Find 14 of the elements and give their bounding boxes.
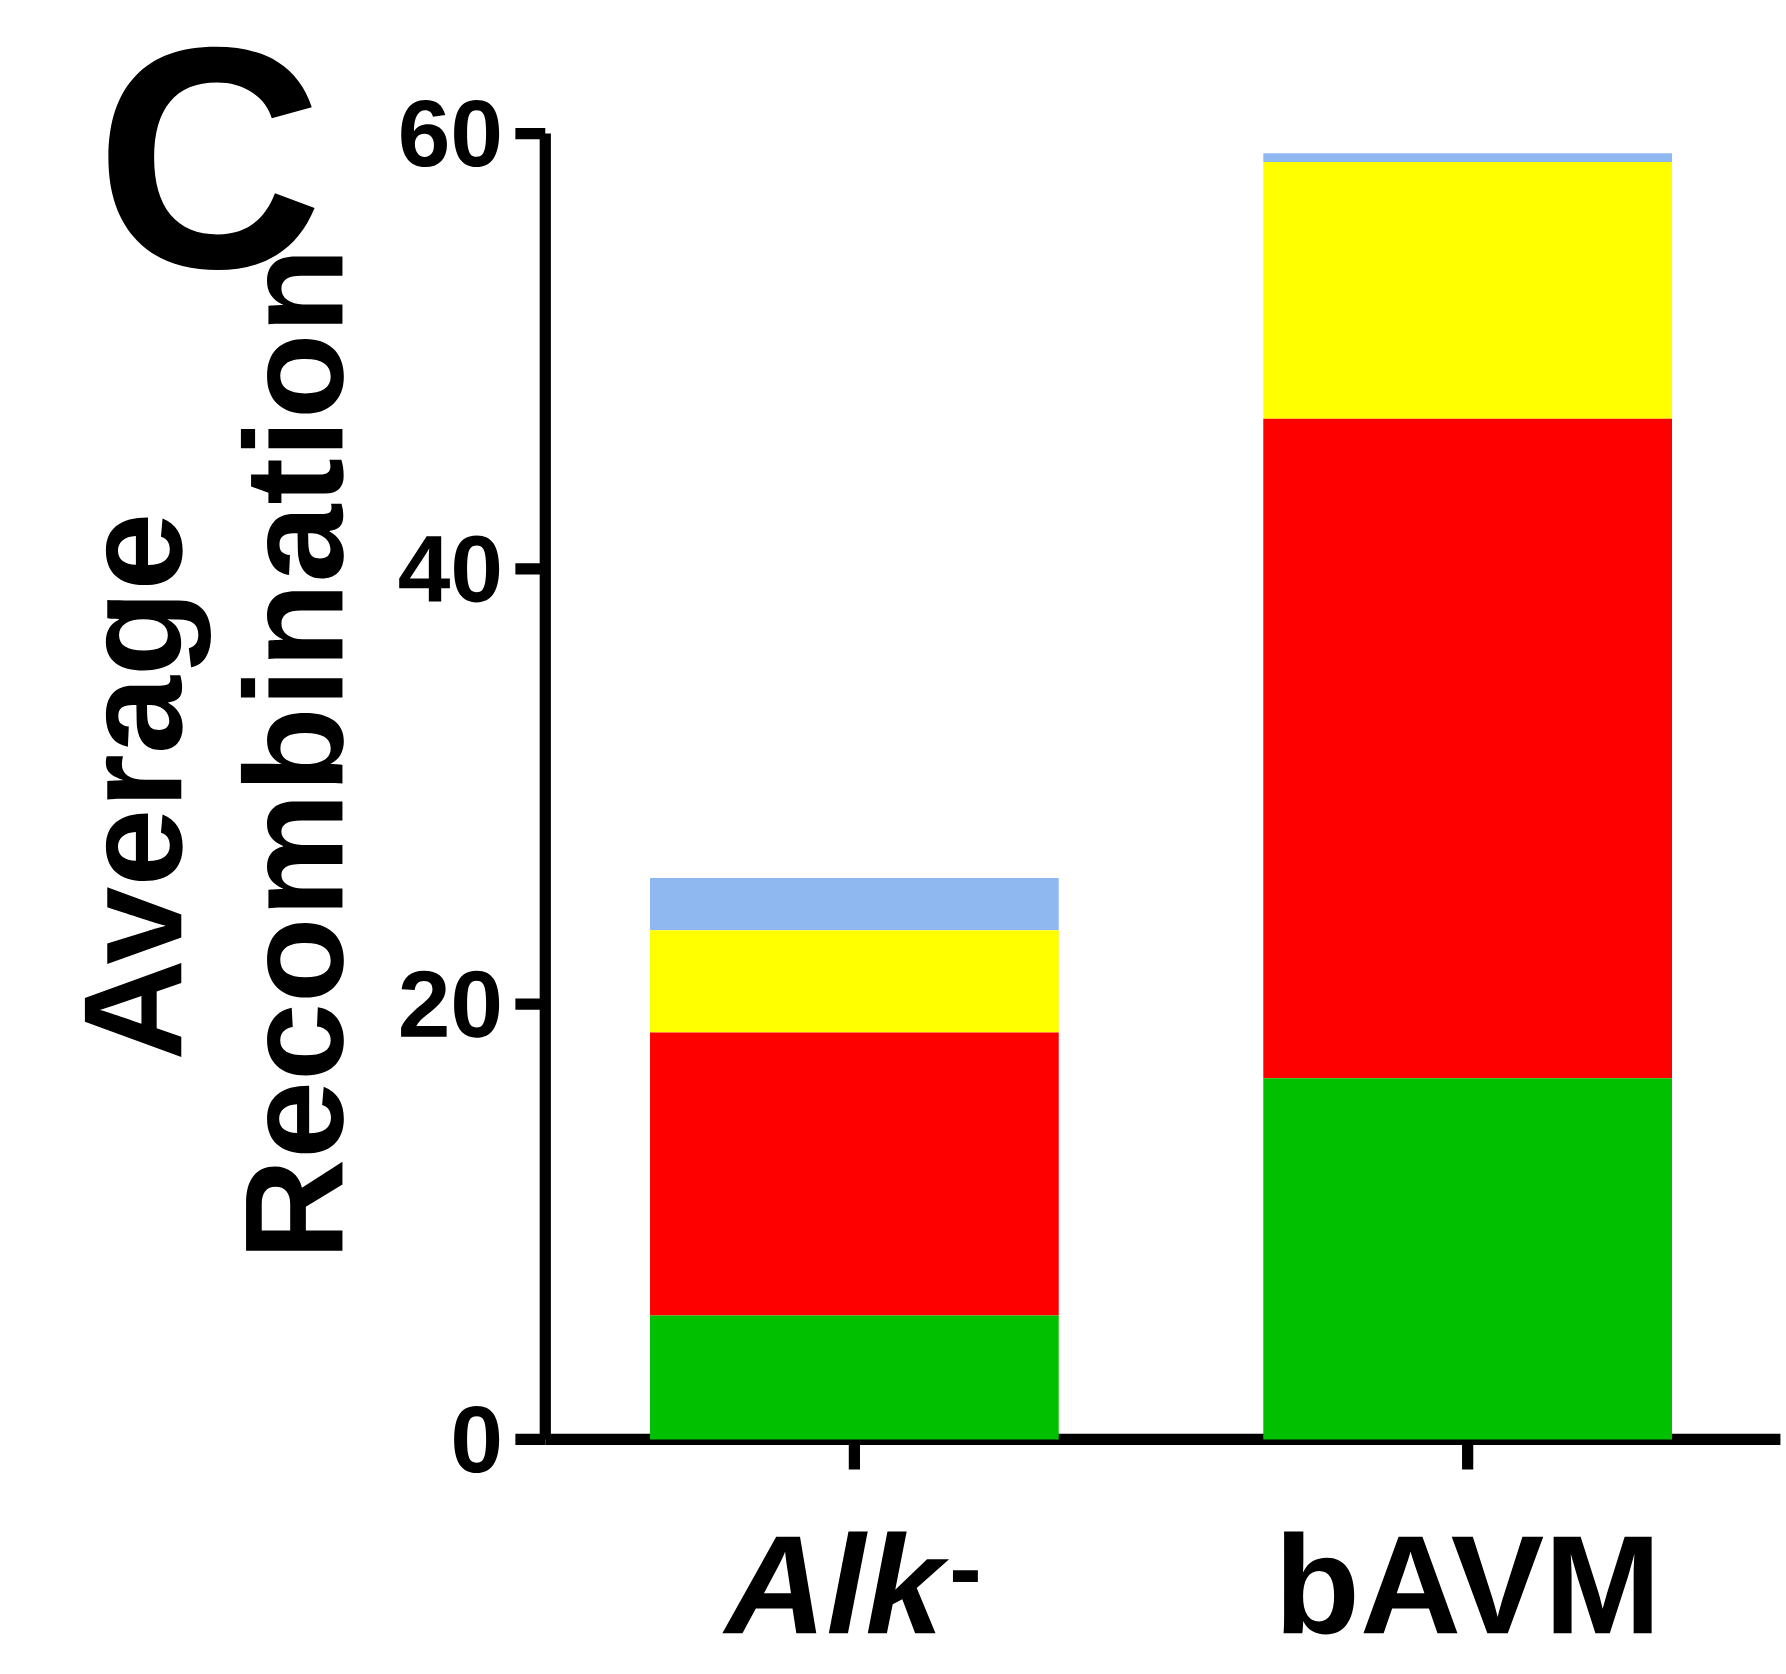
x-tick-label: Alk$^{-}$ [722, 1531, 978, 1634]
bar [1263, 418, 1672, 1079]
bar [650, 1032, 1059, 1316]
y-tick-label: 0 [454, 1406, 500, 1474]
bar [650, 930, 1059, 1033]
bar [1263, 1078, 1672, 1440]
bar [1263, 153, 1672, 162]
bar [650, 878, 1059, 931]
bar [1263, 162, 1672, 419]
bar [650, 1315, 1059, 1440]
y-tick-label: 60 [401, 100, 500, 168]
x-tick-label: bAVM [1283, 1531, 1652, 1635]
y-tick-label: 20 [401, 970, 500, 1038]
y-tick-label: 40 [399, 535, 500, 603]
